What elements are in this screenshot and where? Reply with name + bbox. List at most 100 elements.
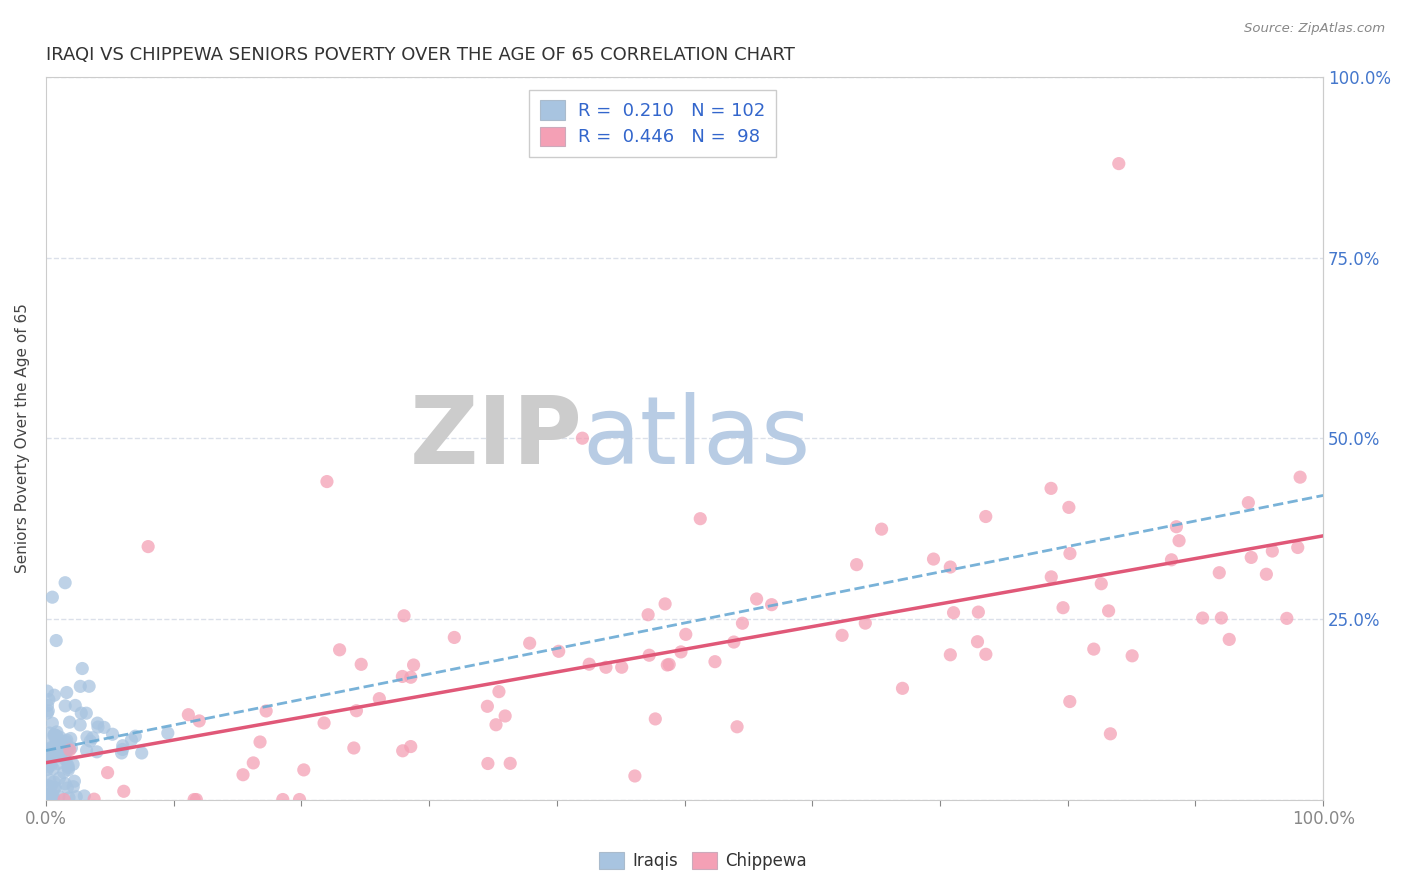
Point [37, 751, 59, 765]
Point [56, 758, 79, 772]
Point [745, 592, 768, 607]
Point [131, 746, 153, 760]
Point [343, 741, 366, 756]
Point [391, 669, 413, 683]
Point [1057, 500, 1080, 515]
Point [675, 627, 697, 641]
Point [49, 731, 72, 745]
Point [73, 789, 96, 803]
Point [271, 792, 294, 806]
Point [110, 746, 132, 760]
Point [967, 605, 990, 619]
Point [39, 758, 62, 772]
Point [59, 743, 82, 757]
Point [312, 716, 335, 731]
Point [45, 633, 67, 648]
Point [485, 717, 508, 731]
Point [101, 727, 124, 741]
Point [1108, 156, 1130, 170]
Point [65, 698, 87, 713]
Point [56, 742, 79, 756]
Point [44, 780, 66, 795]
Point [53, 777, 76, 791]
Point [37, 706, 59, 720]
Point [186, 792, 208, 806]
Point [42, 728, 65, 742]
Point [723, 635, 745, 649]
Point [288, 792, 311, 806]
Point [1286, 541, 1309, 555]
Point [42, 791, 65, 805]
Point [942, 606, 965, 620]
Point [60, 740, 83, 755]
Point [399, 739, 422, 754]
Point [53, 575, 76, 590]
Point [37, 755, 59, 769]
Point [41, 590, 63, 604]
Point [831, 628, 853, 642]
Point [731, 616, 754, 631]
Point [86, 716, 108, 731]
Point [1097, 604, 1119, 618]
Point [488, 684, 510, 698]
Point [1168, 533, 1191, 548]
Point [922, 552, 945, 566]
Point [704, 655, 727, 669]
Point [1121, 648, 1143, 663]
Point [48, 771, 70, 785]
Text: IRAQI VS CHIPPEWA SENIORS POVERTY OVER THE AGE OF 65 CORRELATION CHART: IRAQI VS CHIPPEWA SENIORS POVERTY OVER T… [46, 46, 794, 64]
Point [966, 634, 988, 648]
Text: atlas: atlas [582, 392, 811, 484]
Point [1160, 553, 1182, 567]
Point [39, 750, 62, 764]
Point [52, 765, 75, 780]
Point [45, 741, 67, 756]
Point [44, 688, 66, 702]
Point [37, 739, 59, 753]
Point [76, 743, 98, 757]
Point [1218, 632, 1240, 647]
Point [55, 745, 77, 759]
Point [59, 715, 82, 730]
Point [1052, 600, 1074, 615]
Point [49, 745, 72, 759]
Point [39, 790, 62, 805]
Point [55, 734, 77, 748]
Point [316, 475, 339, 489]
Point [1211, 611, 1233, 625]
Point [62, 780, 84, 794]
Point [58, 763, 80, 777]
Point [77, 679, 100, 693]
Legend: R =  0.210   N = 102, R =  0.446   N =  98: R = 0.210 N = 102, R = 0.446 N = 98 [529, 89, 776, 157]
Point [1208, 566, 1230, 580]
Point [55, 685, 77, 699]
Point [939, 648, 962, 662]
Point [42, 789, 65, 803]
Point [188, 714, 211, 728]
Point [1083, 642, 1105, 657]
Point [70, 706, 93, 720]
Point [86, 745, 108, 759]
Point [39, 788, 62, 802]
Point [62, 757, 84, 772]
Legend: Iraqis, Chippewa: Iraqis, Chippewa [593, 845, 813, 877]
Point [39, 780, 62, 794]
Point [83, 792, 105, 806]
Point [392, 608, 415, 623]
Point [87, 720, 110, 734]
Point [1059, 694, 1081, 708]
Point [53, 698, 76, 713]
Point [58, 790, 80, 805]
Point [44, 728, 66, 742]
Point [55, 753, 77, 767]
Point [638, 648, 661, 663]
Point [624, 769, 647, 783]
Point [111, 742, 134, 756]
Point [55, 733, 77, 747]
Point [1261, 544, 1284, 558]
Point [443, 631, 465, 645]
Point [120, 732, 142, 747]
Point [547, 644, 569, 658]
Point [124, 729, 146, 743]
Point [45, 725, 67, 739]
